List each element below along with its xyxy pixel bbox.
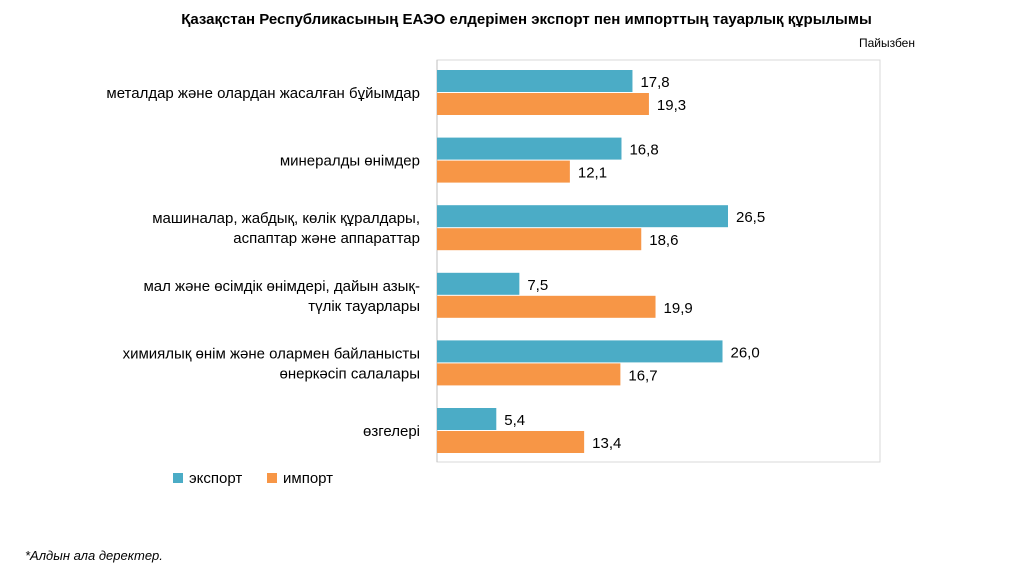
data-label: 26,0 [731, 344, 760, 361]
data-label: 19,9 [664, 300, 693, 317]
data-label: 5,4 [504, 412, 525, 429]
category-label: машиналар, жабдық, көлік құралдары, [152, 210, 420, 227]
legend-label: экспорт [189, 470, 242, 487]
bar-import [437, 160, 570, 183]
data-label: 18,6 [649, 232, 678, 249]
category-label: өзгелері [363, 423, 420, 440]
bar-export [437, 70, 633, 92]
bar-import [437, 363, 621, 386]
data-label: 13,4 [592, 435, 621, 452]
data-label: 12,1 [578, 165, 607, 182]
data-label: 26,5 [736, 209, 765, 226]
category-label: минералды өнімдер [280, 153, 420, 170]
category-label: химиялық өнім және олармен байланысты [123, 345, 420, 362]
category-label: түлік тауарлары [308, 298, 420, 315]
data-label: 16,8 [629, 142, 658, 159]
bar-import [437, 431, 585, 453]
bar-export [437, 340, 723, 363]
bar-import [437, 228, 642, 251]
plot-area [436, 59, 881, 463]
data-label: 19,3 [657, 97, 686, 114]
bar-export [437, 408, 497, 430]
data-label: 7,5 [527, 277, 548, 294]
bar-export [437, 137, 622, 160]
bar-export [437, 205, 728, 228]
data-label: 17,8 [640, 74, 669, 91]
legend-swatch-0 [173, 473, 183, 483]
legend-swatch-1 [267, 473, 277, 483]
category-label: аспаптар және аппараттар [233, 230, 420, 247]
bar-import [437, 295, 656, 318]
footnote: *Алдын ала деректер. [25, 548, 163, 563]
category-label: өнеркәсіп салалары [280, 365, 421, 382]
unit-label: Пайызбен [858, 36, 915, 50]
category-label: металдар және олардан жасалған бұйымдар [106, 85, 420, 102]
bar-import [437, 93, 649, 115]
chart-title: Қазақстан Республикасының ЕАЭО елдерімен… [181, 11, 872, 28]
bar-export [437, 272, 520, 295]
legend-label: импорт [283, 470, 333, 487]
data-label: 16,7 [628, 367, 657, 384]
category-label: мал және өсімдік өнімдері, дайын азық- [143, 278, 420, 295]
